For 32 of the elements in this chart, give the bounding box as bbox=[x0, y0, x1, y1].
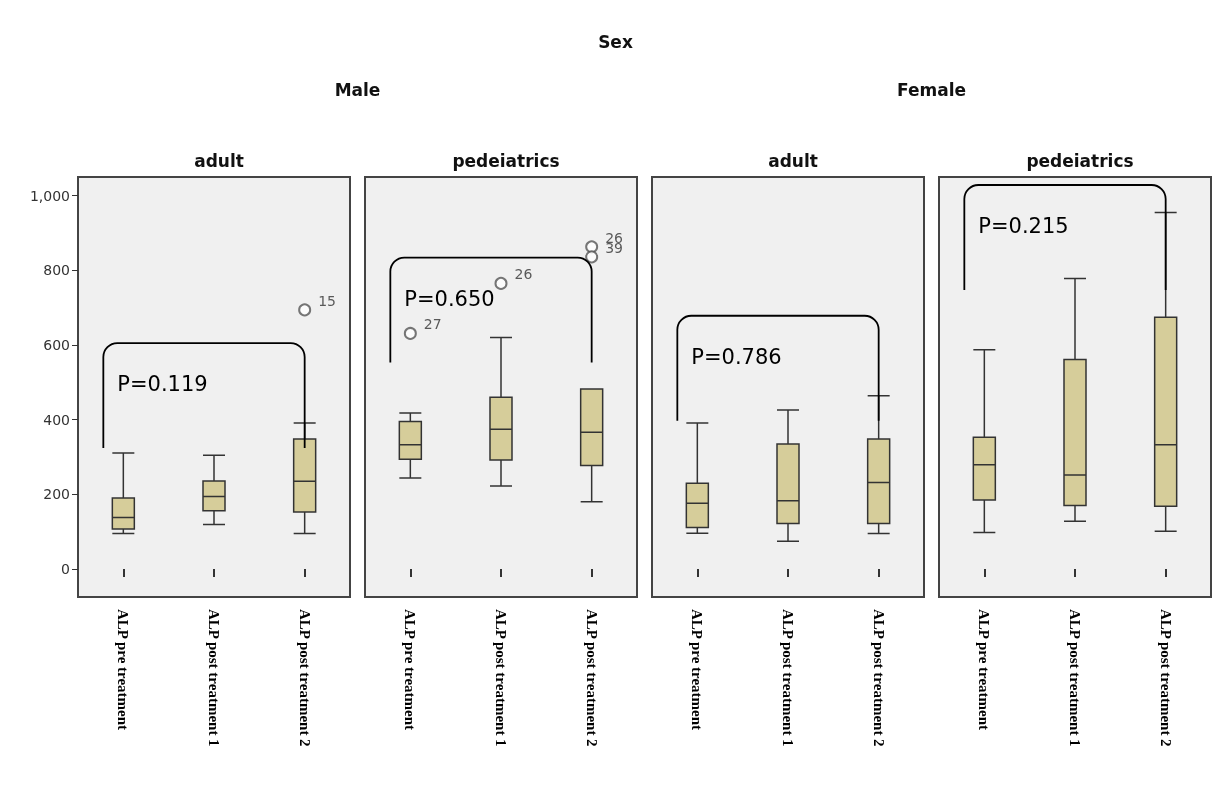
annotation: 27 bbox=[423, 316, 442, 333]
annotation: P=0.786 bbox=[691, 344, 782, 369]
x-tick-label: ALP pre treatment bbox=[115, 609, 132, 731]
annotation: 15 bbox=[318, 292, 336, 309]
y-tick-label: 600 bbox=[43, 337, 70, 353]
x-tick-label: ALP pre treatment bbox=[976, 609, 993, 731]
chart-title: pedeiatrics bbox=[452, 150, 560, 171]
x-tick-label: ALP post treatment 1 bbox=[1067, 609, 1083, 747]
chart-title: adult bbox=[768, 150, 818, 171]
y-tick-label: 200 bbox=[43, 486, 70, 503]
annotation: 26 bbox=[514, 266, 533, 283]
x-tick-label: ALP post treatment 2 bbox=[296, 609, 313, 747]
x-tick-label: ALP pre treatment bbox=[689, 609, 706, 731]
chart-title: pedeiatrics bbox=[1026, 150, 1134, 171]
y-tick-label: 400 bbox=[43, 411, 70, 428]
annotation: P=0.650 bbox=[404, 286, 495, 311]
text: Sex bbox=[597, 32, 634, 52]
annotation: P=0.119 bbox=[117, 372, 208, 397]
chart-subtitle: Male bbox=[333, 80, 382, 100]
annotation: P=0.215 bbox=[978, 214, 1069, 238]
y-tick-label: 1,000 bbox=[29, 187, 70, 204]
chart-subtitle: Female bbox=[896, 80, 967, 100]
y-tick-label: 800 bbox=[43, 262, 70, 279]
x-tick-label: ALP post treatment 1 bbox=[780, 609, 796, 747]
chart-title: adult bbox=[194, 150, 244, 171]
x-tick-label: ALP post treatment 2 bbox=[870, 609, 887, 747]
x-tick-label: ALP post treatment 1 bbox=[206, 609, 222, 747]
y-tick-label: 0 bbox=[61, 561, 70, 577]
x-tick-label: ALP post treatment 2 bbox=[583, 609, 600, 747]
x-tick-label: ALP post treatment 1 bbox=[493, 609, 509, 747]
x-tick-label: ALP post treatment 2 bbox=[1157, 609, 1174, 747]
x-tick-label: ALP pre treatment bbox=[402, 609, 419, 731]
